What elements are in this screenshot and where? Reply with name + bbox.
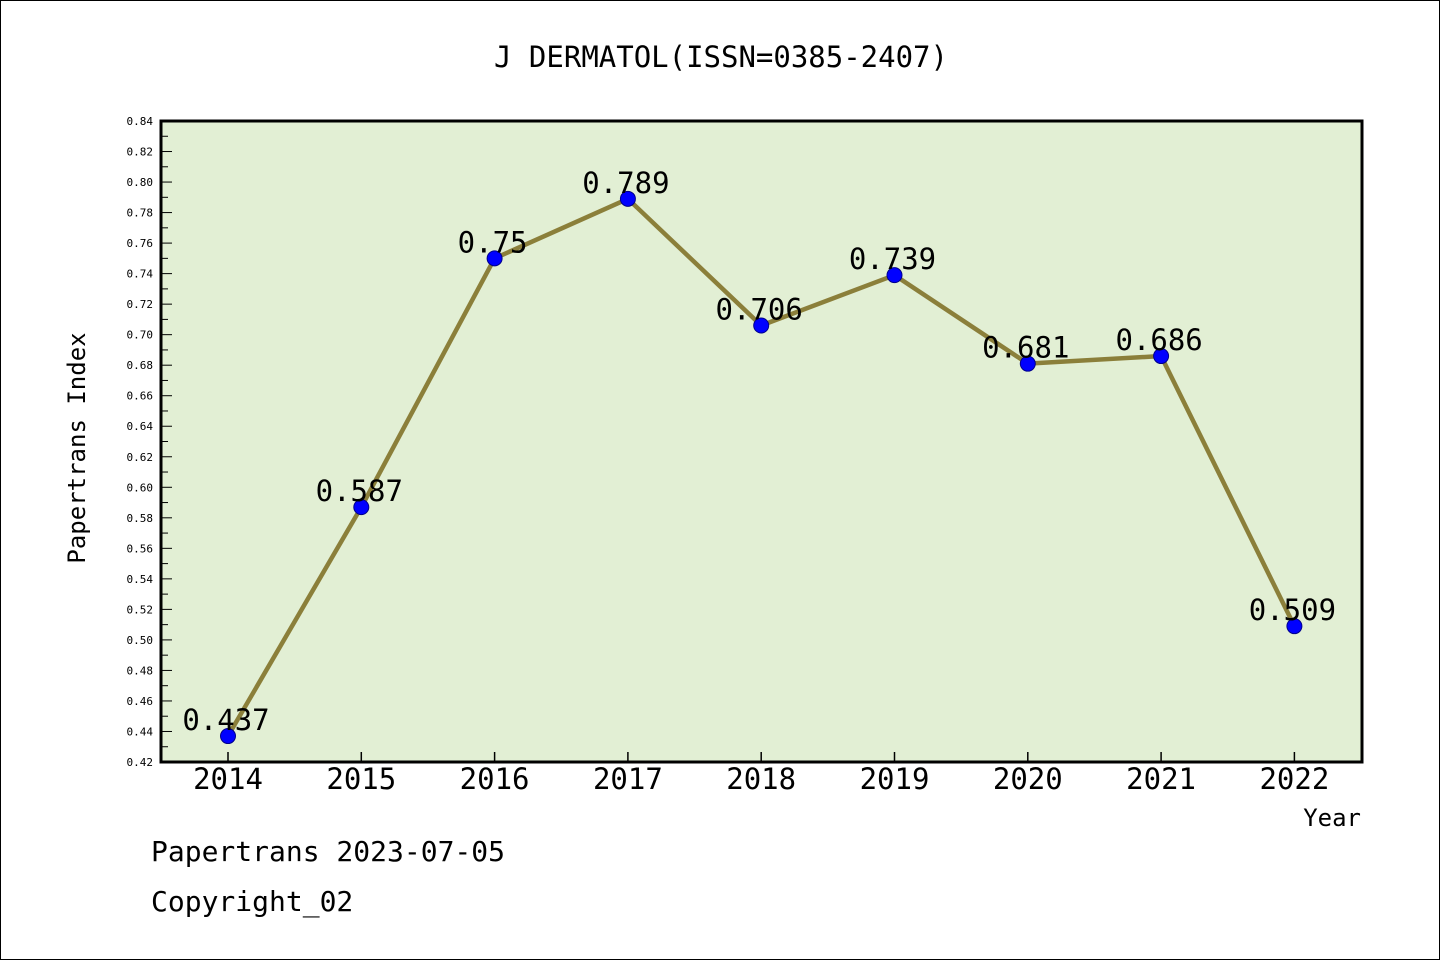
y-tick-label: 0.52	[127, 603, 154, 616]
data-point	[753, 317, 770, 334]
x-tick-label: 2015	[326, 762, 396, 796]
x-tick-label: 2014	[193, 762, 263, 796]
y-tick-label: 0.48	[127, 664, 154, 677]
y-tick-label: 0.60	[127, 481, 154, 494]
data-point	[486, 250, 503, 267]
data-label: 0.681	[982, 331, 1069, 365]
y-tick-label: 0.58	[127, 512, 154, 525]
data-point	[1286, 618, 1303, 635]
x-tick-label: 2019	[860, 762, 930, 796]
y-tick-label: 0.54	[127, 573, 154, 586]
x-tick-label: 2020	[993, 762, 1063, 796]
y-tick-label: 0.74	[127, 268, 154, 281]
data-point	[1019, 355, 1036, 372]
plot-area	[159, 119, 1364, 764]
data-point	[886, 267, 903, 284]
data-point	[619, 190, 636, 207]
y-tick-label: 0.76	[127, 237, 154, 250]
footer-copyright: Copyright_02	[151, 885, 354, 918]
y-tick-label: 0.68	[127, 359, 154, 372]
data-point	[1153, 348, 1170, 365]
y-axis-label: Papertrans Index	[63, 332, 91, 563]
data-point	[353, 499, 370, 516]
y-tick-label: 0.42	[127, 756, 154, 769]
y-tick-label: 0.56	[127, 542, 154, 555]
chart-title: J DERMATOL(ISSN=0385-2407)	[494, 40, 948, 74]
x-tick-label: 2018	[726, 762, 796, 796]
data-point	[220, 728, 236, 745]
data-label: 0.509	[1249, 593, 1336, 627]
y-tick-label: 0.84	[127, 115, 154, 128]
y-tick-label: 0.64	[127, 420, 154, 433]
data-label: 0.75	[458, 225, 528, 259]
data-label: 0.686	[1115, 323, 1202, 357]
x-axis: 2014 2015 2016 2017 2018 2019 2020 2021 2022	[193, 752, 1329, 796]
data-label: 0.706	[716, 293, 803, 327]
data-label: 0.789	[582, 166, 669, 200]
data-label: 0.437	[182, 703, 269, 737]
data-label: 0.739	[849, 242, 936, 276]
y-tick-label: 0.82	[127, 146, 154, 159]
y-tick-label: 0.46	[127, 695, 154, 708]
x-tick-label: 2017	[593, 762, 663, 796]
y-tick-label: 0.72	[127, 298, 154, 311]
y-tick-label: 0.70	[127, 329, 154, 342]
x-tick-label: 2021	[1126, 762, 1196, 796]
y-tick-label: 0.50	[127, 634, 154, 647]
y-tick-label: 0.80	[127, 176, 154, 189]
series-layer: 0.437 0.587 0.75 0.789 0.706 0.739 0.681 0.686 0…	[182, 166, 1336, 745]
y-tick-label: 0.66	[127, 390, 154, 403]
footer-date: Papertrans 2023-07-05	[151, 835, 506, 868]
x-tick-label: 2022	[1259, 762, 1329, 796]
x-axis-label: Year	[1303, 804, 1361, 832]
x-tick-label: 2016	[460, 762, 530, 796]
y-tick-label: 0.78	[127, 207, 154, 220]
y-tick-label: 0.62	[127, 451, 154, 464]
y-axis: 0.42 0.44 0.46 0.48 0.50 0.52 0.54 0.56 0.58 0.60…	[127, 115, 172, 769]
data-label: 0.587	[316, 474, 403, 508]
y-tick-label: 0.44	[127, 725, 154, 738]
